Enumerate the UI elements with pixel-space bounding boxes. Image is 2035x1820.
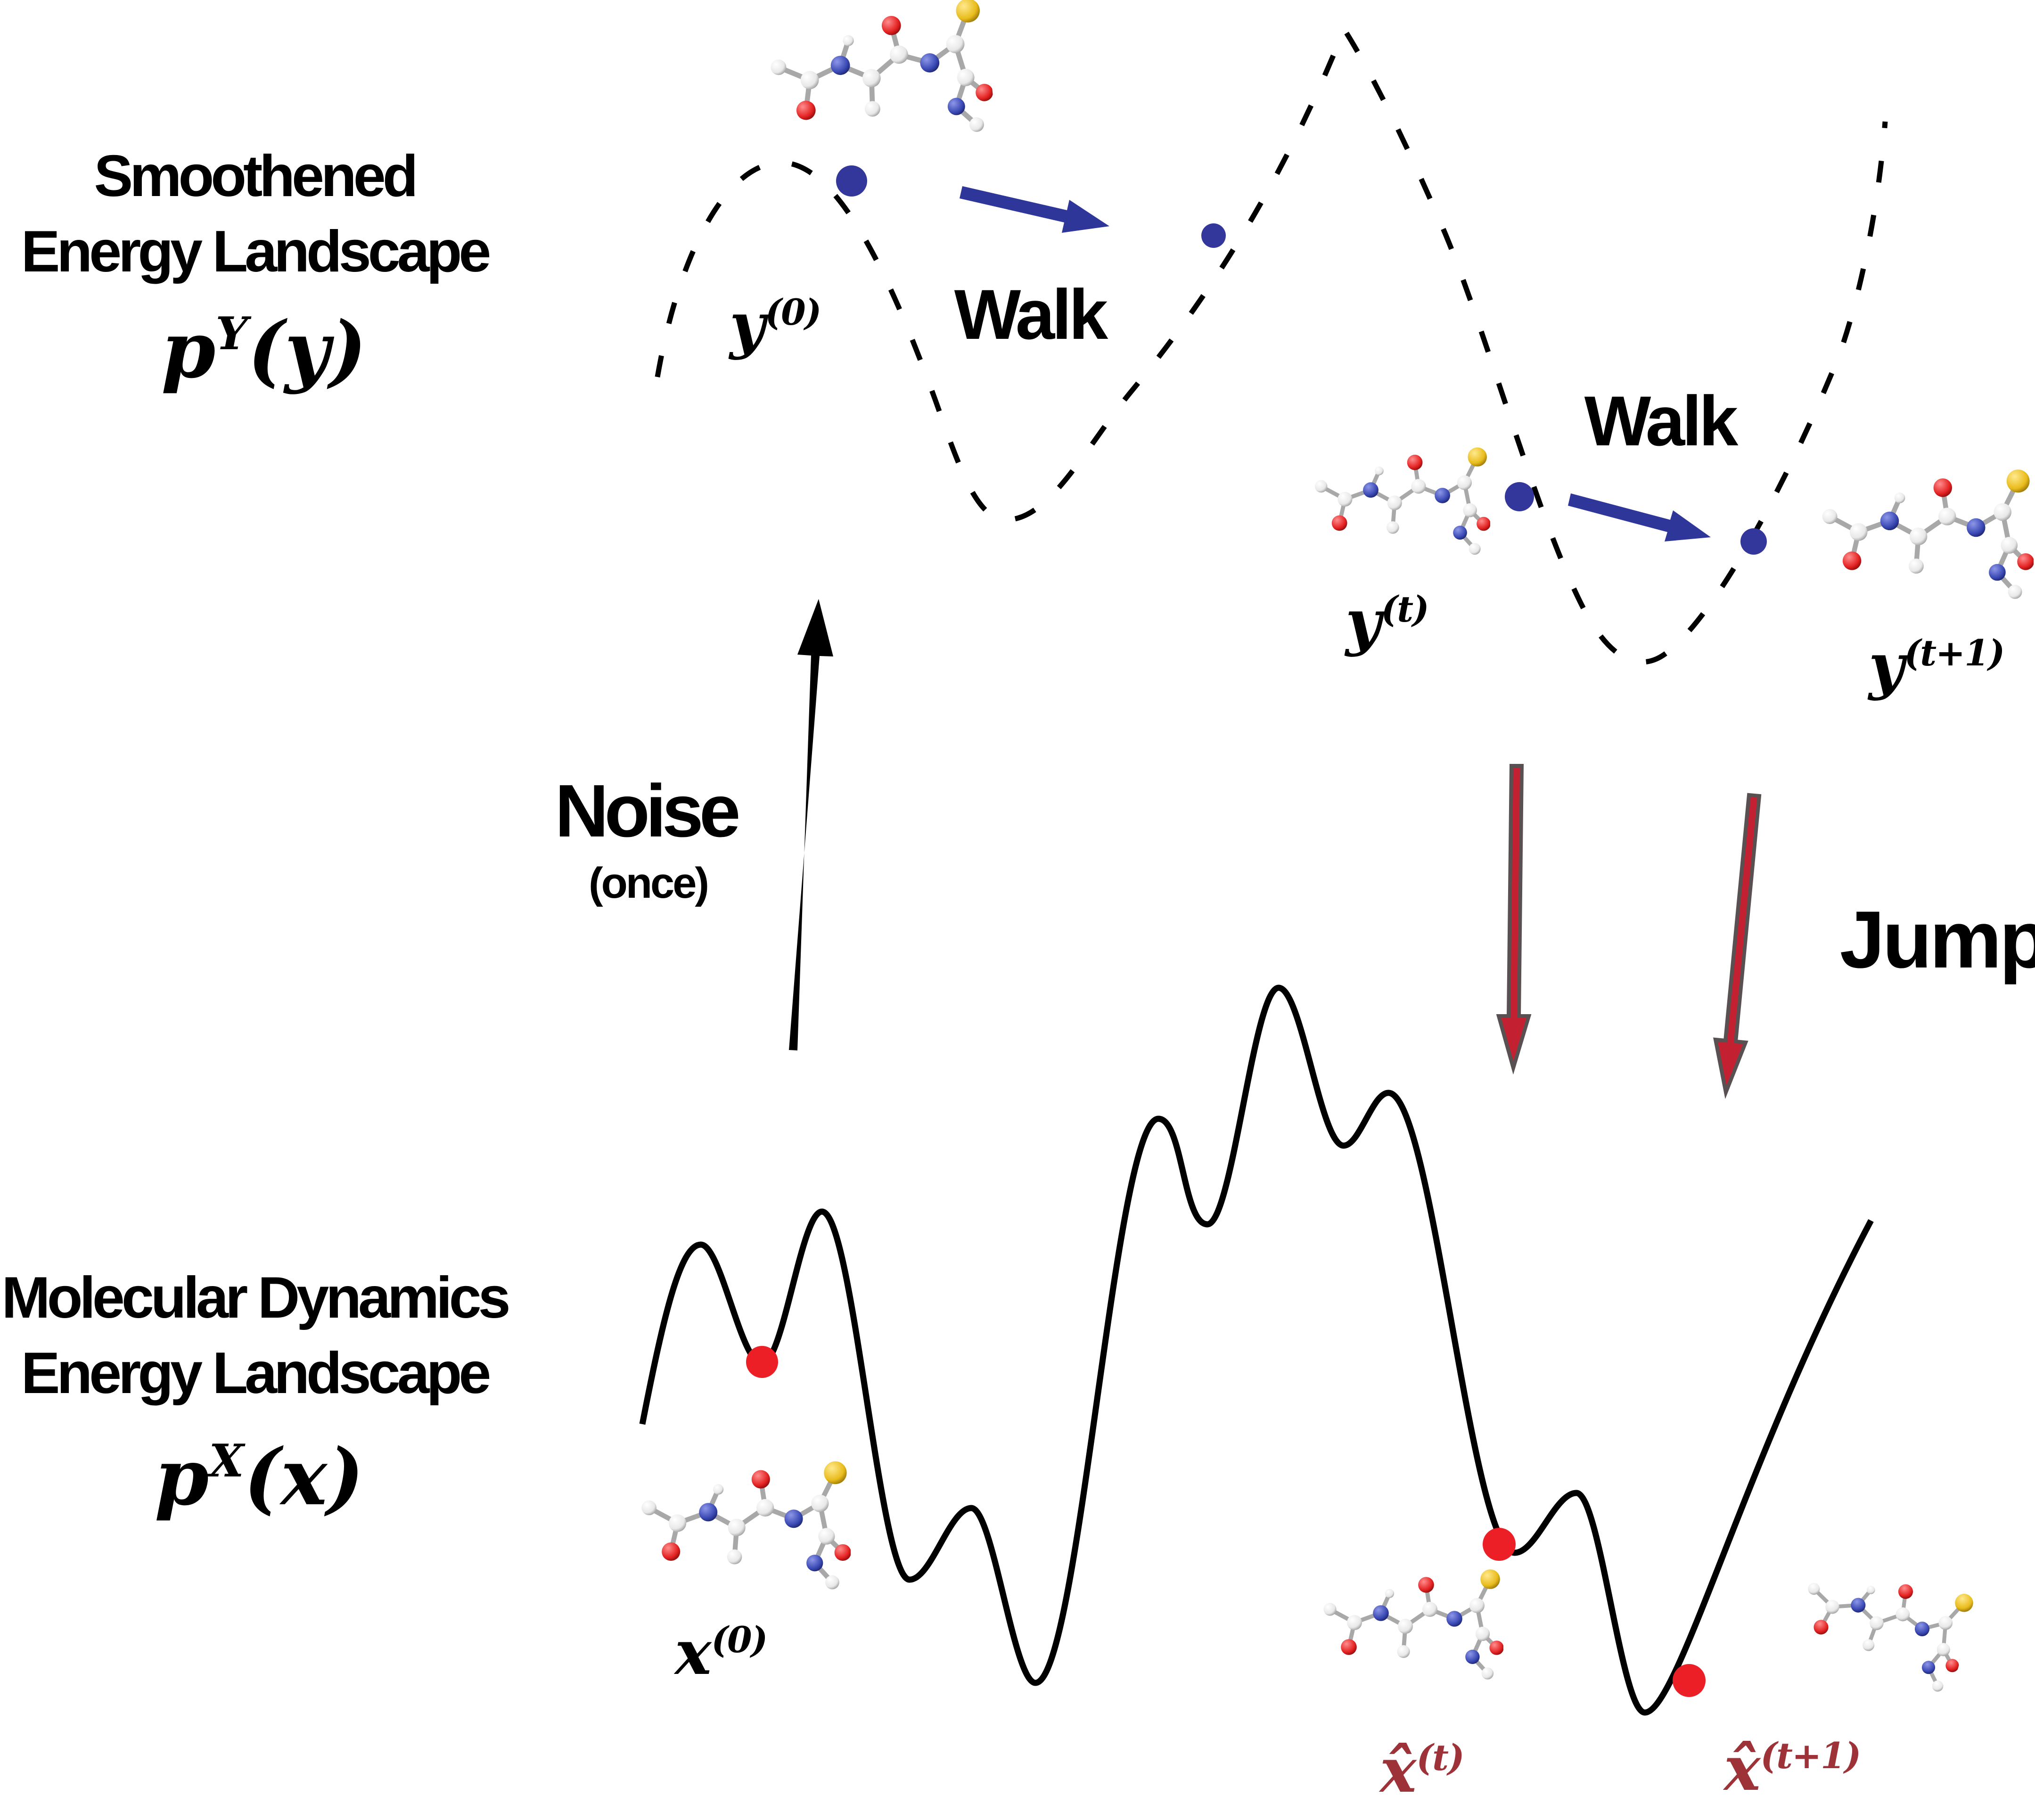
sample-dot-yt <box>1505 482 1534 511</box>
jump-arrow-1 <box>1496 764 1532 1075</box>
label-yt: y (t) <box>1346 586 1429 658</box>
peptide-molecule-xt1-icon <box>1790 1552 1979 1696</box>
yt1-sup: (t+1) <box>1904 632 2005 674</box>
walk-arrow-1 <box>960 186 1109 233</box>
bottom-landscape-title-line2: Energy Landscape <box>21 1341 492 1406</box>
walk-label-1: Walk <box>954 275 1108 354</box>
label-y0: y (0) <box>730 295 821 356</box>
top-landscape-title-line1: Smoothened <box>94 144 418 209</box>
sample-dot-walked <box>1201 223 1226 248</box>
y0-sup: (0) <box>765 291 822 333</box>
peptide-molecule-xt-icon <box>1323 1569 1503 1680</box>
noise-label: Noise <box>555 770 740 853</box>
density-arg-x: (x) <box>244 1431 364 1523</box>
y0-base: y <box>730 289 765 361</box>
sample-dot-xt <box>1483 1528 1516 1561</box>
xt1-sup: (t+1) <box>1760 1735 1862 1777</box>
density-sub-x: X <box>209 1434 244 1487</box>
smoothed-landscape-curve <box>655 24 1888 665</box>
xt-sup: (t) <box>1416 1737 1465 1779</box>
jump-label: Jump <box>1839 894 2035 985</box>
top-landscape-title-line2: Energy Landscape <box>21 219 492 284</box>
label-xt: x̂ (t) <box>1380 1734 1465 1806</box>
yt-sup: (t) <box>1381 588 1429 630</box>
sample-dot-yt1 <box>1740 528 1767 555</box>
noise-arrow <box>789 599 833 1050</box>
sample-dot-y0 <box>836 165 867 197</box>
x0-base: x <box>675 1616 712 1689</box>
sample-dot-xt1 <box>1673 1664 1706 1697</box>
density-p: p <box>161 304 216 395</box>
density-p-x: p <box>154 1431 209 1523</box>
yt-base: y <box>1346 586 1381 658</box>
bottom-landscape-title-line1: Molecular Dynamics <box>1 1265 510 1330</box>
density-arg: (y) <box>247 304 367 395</box>
peptide-molecule-x0-icon <box>641 1461 851 1590</box>
bottom-density-label: p X (x) <box>155 1434 364 1516</box>
yt1-base: y <box>1869 630 1904 702</box>
peptide-molecule-top-icon <box>766 0 997 153</box>
peptide-molecule-yt-icon <box>1315 447 1491 555</box>
walk-arrow-2 <box>1568 493 1711 541</box>
noise-once-note: (once) <box>589 859 709 907</box>
jump-arrow-2 <box>1713 793 1762 1099</box>
label-xt1: x̂ (t+1) <box>1724 1732 1862 1804</box>
md-landscape-curve <box>639 984 1874 1716</box>
xt1-base: x̂ <box>1724 1732 1761 1804</box>
x0-sup: (0) <box>711 1619 768 1661</box>
top-density-label: p Y (y) <box>160 311 368 389</box>
peptide-molecule-yt1-icon <box>1822 469 2034 598</box>
density-sub: Y <box>215 307 248 360</box>
walk-label-2: Walk <box>1584 381 1739 460</box>
label-yt1: y (t+1) <box>1869 630 2005 702</box>
label-x0: x (0) <box>675 1616 768 1689</box>
sample-dot-x0 <box>746 1346 778 1378</box>
xt-base: x̂ <box>1380 1734 1417 1806</box>
